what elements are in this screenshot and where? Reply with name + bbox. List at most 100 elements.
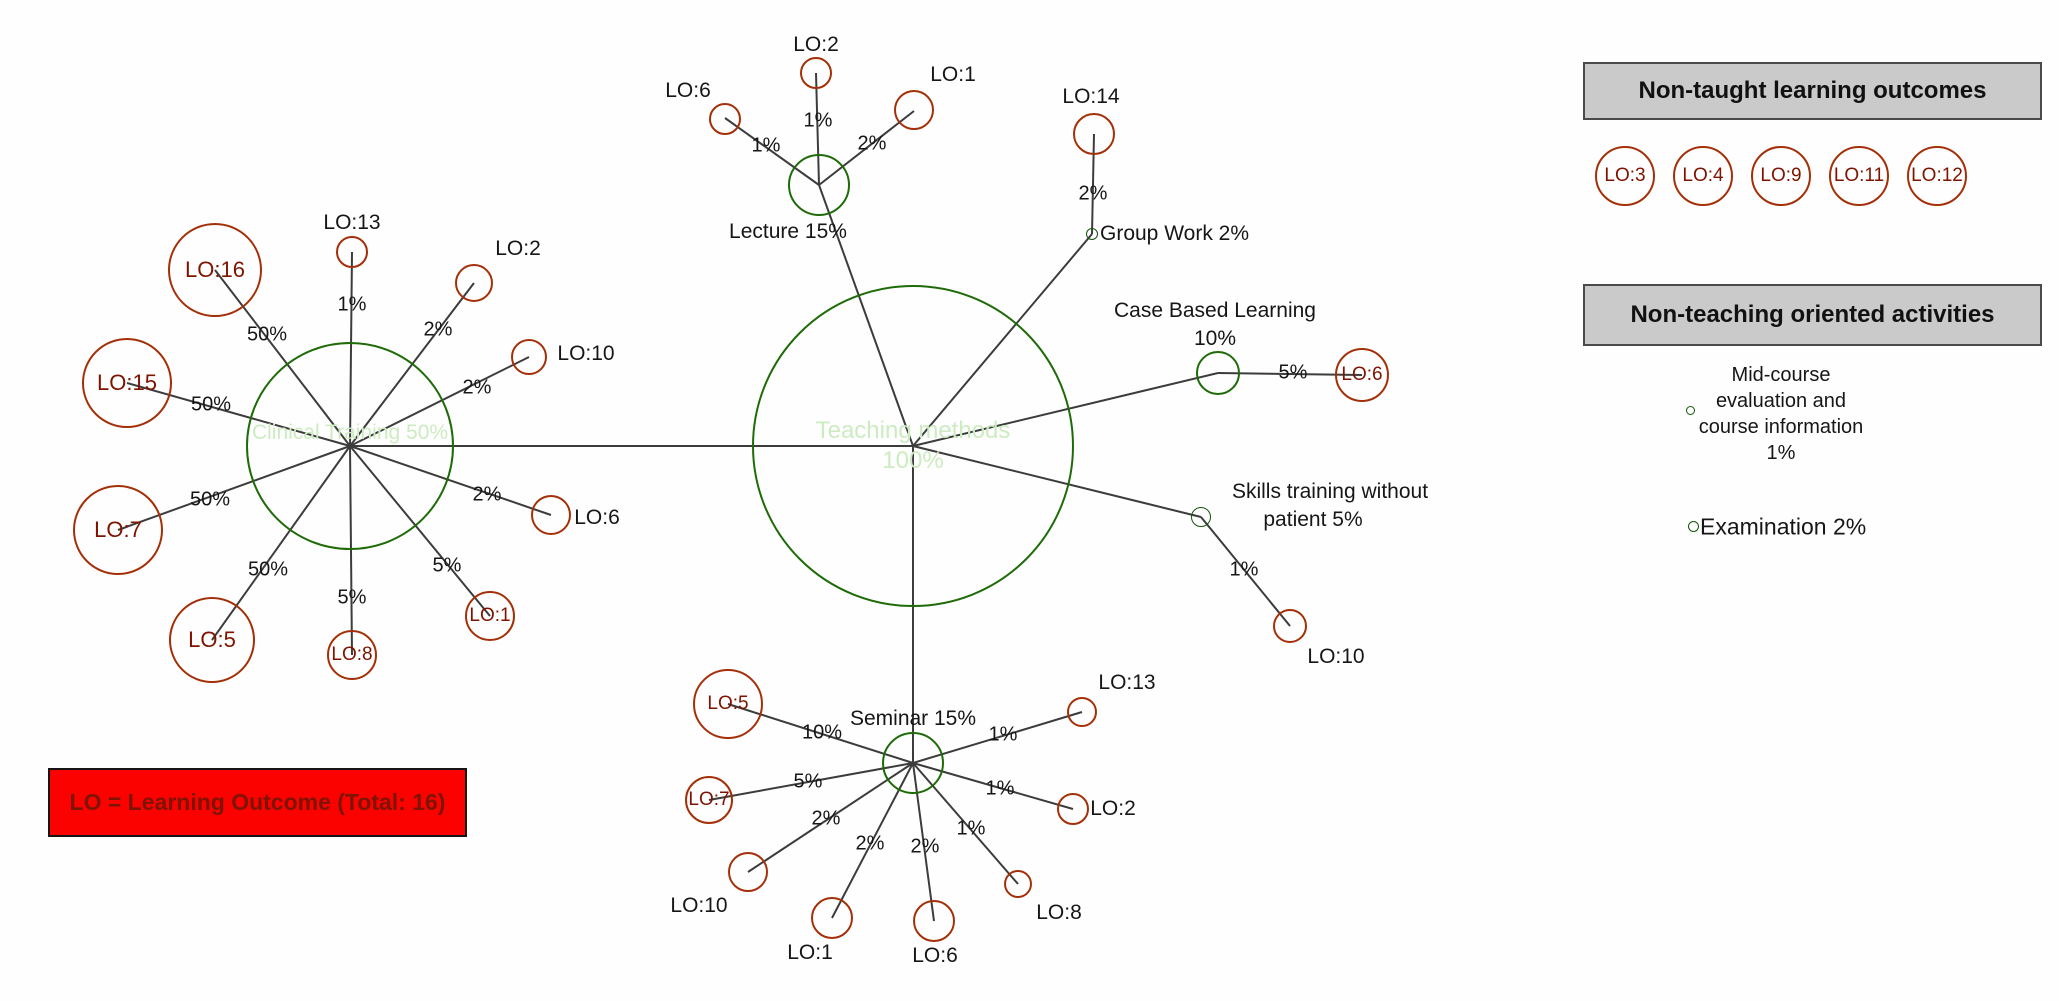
- lo-node: LO:1: [465, 591, 515, 641]
- lo-label: LO:10: [670, 894, 728, 917]
- edge-pct-label: 5%: [1278, 361, 1308, 384]
- edge-pct-label: 2%: [811, 807, 841, 830]
- lo-label: LO:7: [94, 517, 142, 542]
- lo-label: LO:14: [1062, 85, 1120, 108]
- lo-label: LO:13: [323, 211, 381, 234]
- midcourse-label-line: Mid-course: [1731, 364, 1831, 386]
- midcourse-label-line: course information: [1698, 416, 1864, 438]
- lo-label: LO:8: [1036, 901, 1082, 924]
- edge-pct-label: 2%: [423, 318, 453, 341]
- edge-pct-label: 1%: [985, 777, 1015, 800]
- lo-node: LO:15: [82, 338, 172, 428]
- lecture-label: Lecture 15%: [729, 220, 847, 243]
- non-teaching-panel-title: Non-teaching oriented activities: [1630, 301, 1995, 328]
- seminar-label: Seminar 15%: [849, 707, 977, 730]
- skills-training-node: [1191, 507, 1211, 527]
- lo-label: LO:1: [469, 605, 511, 626]
- lo-label: LO:8: [331, 644, 373, 665]
- lo-node: LO:7: [73, 485, 163, 575]
- lo-label: LO:6: [912, 944, 958, 967]
- edge-pct-label: 10%: [801, 721, 843, 744]
- lo-label: LO:5: [707, 693, 749, 714]
- lo-node: [336, 236, 368, 268]
- lo-node: [1057, 793, 1089, 825]
- lo-label: LO:2: [793, 33, 839, 56]
- lo-label: LO:15: [97, 370, 157, 395]
- clinical-training-label: Clinical Training 50%: [251, 421, 449, 444]
- lo-node: [531, 495, 571, 535]
- lo-node: LO:3: [1595, 146, 1655, 206]
- lo-node: [800, 57, 832, 89]
- lo-node: LO:12: [1907, 146, 1967, 206]
- edge-pct-label: 5%: [432, 554, 462, 577]
- edge-line: [708, 762, 914, 801]
- edge-pct-label: 2%: [462, 376, 492, 399]
- group-work-node: [1086, 228, 1098, 240]
- lo-node: [811, 897, 853, 939]
- lo-label: LO:3: [1604, 165, 1646, 186]
- skills-training-label: Skills training without: [1231, 480, 1429, 503]
- lecture-node: [788, 154, 850, 216]
- edge-pct-label: 50%: [189, 488, 231, 511]
- lo-label: LO:1: [930, 63, 976, 86]
- edge-pct-label: 2%: [910, 835, 940, 858]
- skills-training-pct-label: patient 5%: [1263, 508, 1363, 531]
- teaching-methods-node: [752, 285, 1074, 607]
- edge-pct-label: 2%: [1078, 182, 1108, 205]
- case-based-learning-label: Case Based Learning: [1114, 299, 1316, 322]
- lo-label: LO:6: [1341, 364, 1383, 385]
- lo-node: [709, 103, 741, 135]
- lo-node: LO:8: [327, 630, 377, 680]
- lo-label: LO:12: [1911, 165, 1963, 186]
- lo-label: LO:5: [188, 627, 236, 652]
- lo-node: LO:16: [168, 223, 262, 317]
- lo-node: LO:11: [1829, 146, 1889, 206]
- edge-pct-label: 1%: [1229, 558, 1259, 581]
- midcourse-label-line: evaluation and: [1715, 390, 1847, 412]
- edge-pct-label: 50%: [247, 558, 289, 581]
- lo-label: LO:11: [1833, 165, 1885, 186]
- teaching-methods-pct-label: 100%: [882, 447, 944, 474]
- legend-box: LO = Learning Outcome (Total: 16): [48, 768, 467, 837]
- clinical-training-node: [246, 342, 454, 550]
- lo-node: [894, 90, 934, 130]
- lo-label: LO:10: [1307, 645, 1365, 668]
- non-teaching-panel-header: Non-teaching oriented activities: [1583, 284, 2042, 346]
- midcourse-label-line: 1%: [1766, 442, 1796, 464]
- edge-line: [1200, 516, 1291, 627]
- edge-pct-label: 50%: [246, 323, 288, 346]
- edge-pct-label: 1%: [803, 109, 833, 132]
- examination-label: Examination 2%: [1700, 513, 1867, 540]
- lo-node: LO:7: [685, 776, 733, 824]
- examination-dot: [1688, 521, 1699, 532]
- case-based-learning-pct-label: 10%: [1193, 327, 1237, 350]
- lo-label: LO:13: [1098, 671, 1156, 694]
- case-based-learning-node: [1196, 351, 1240, 395]
- lo-label: LO:7: [688, 789, 730, 810]
- lo-node: LO:9: [1751, 146, 1811, 206]
- lo-node: [511, 339, 547, 375]
- lo-node: LO:6: [1335, 348, 1389, 402]
- lo-label: LO:2: [495, 237, 541, 260]
- lo-label: LO:4: [1682, 165, 1724, 186]
- edge-pct-label: 1%: [956, 817, 986, 840]
- edge-line: [747, 762, 914, 873]
- non-taught-panel-title: Non-taught learning outcomes: [1638, 77, 1987, 104]
- midcourse-dot: [1686, 406, 1695, 415]
- lo-label: LO:9: [1760, 165, 1802, 186]
- lo-label: LO:6: [665, 79, 711, 102]
- seminar-node: [882, 732, 944, 794]
- lo-node: LO:5: [693, 669, 763, 739]
- lo-node: [1004, 870, 1032, 898]
- lo-node: [1073, 113, 1115, 155]
- edge-pct-label: 2%: [855, 832, 885, 855]
- lo-node: [913, 900, 955, 942]
- lo-node: [1273, 609, 1307, 643]
- lo-node: LO:5: [169, 597, 255, 683]
- lo-label: LO:16: [185, 257, 245, 282]
- lo-node: [1067, 697, 1097, 727]
- lo-node: [728, 852, 768, 892]
- edge-pct-label: 5%: [793, 770, 823, 793]
- lo-node: [455, 264, 493, 302]
